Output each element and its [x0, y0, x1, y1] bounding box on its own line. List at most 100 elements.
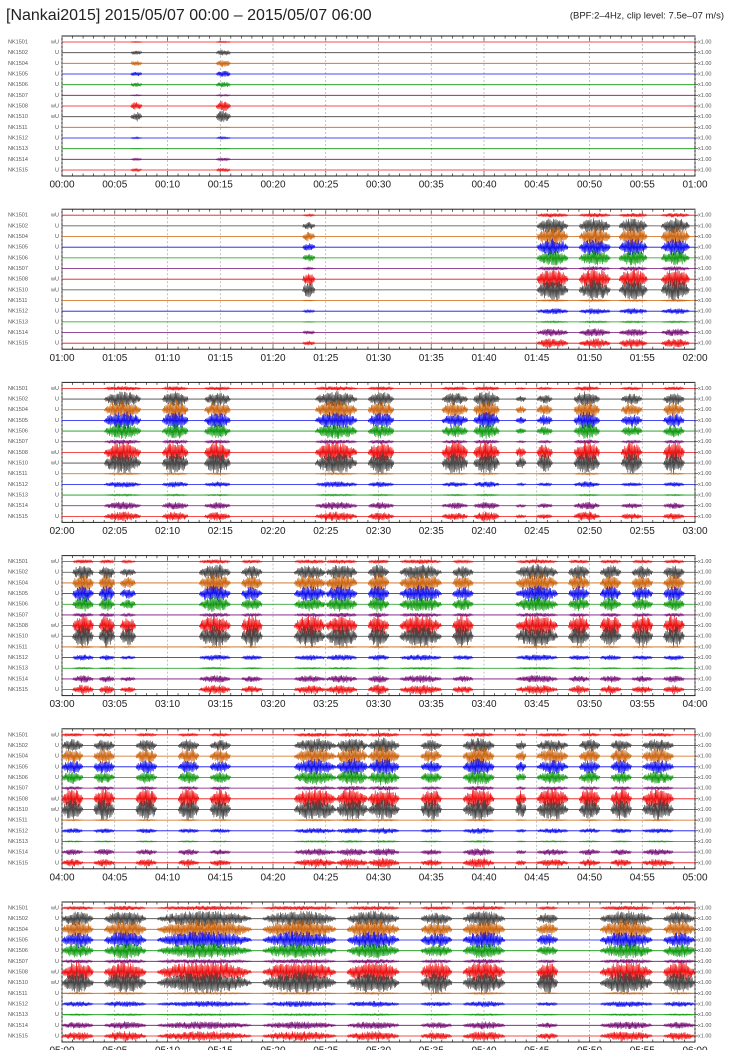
waveform-burst — [619, 321, 647, 323]
x-tick-label: 05:20 — [260, 1046, 285, 1050]
x-tick-label: 00:40 — [471, 180, 496, 191]
waveform-burst — [611, 786, 632, 789]
station-component: U — [55, 429, 59, 435]
waveform-burst — [162, 423, 188, 438]
station-scale: x1.00 — [698, 429, 711, 435]
waveform-burst — [537, 1023, 558, 1029]
waveform-burst — [94, 786, 115, 789]
waveform-burst — [216, 137, 230, 139]
station-component: wU — [50, 450, 59, 456]
waveform-burst — [120, 577, 136, 588]
station-name: NK1515 — [8, 167, 28, 173]
waveform-burst — [326, 560, 357, 564]
waveform-burst — [73, 560, 94, 564]
station-component: wU — [50, 807, 59, 813]
waveform-burst — [94, 849, 115, 855]
waveform-burst — [611, 859, 632, 866]
station-name: NK1508 — [8, 969, 28, 975]
station-scale: x1.00 — [698, 655, 711, 661]
waveform-burst — [568, 655, 589, 660]
waveform-burst — [336, 828, 367, 834]
waveform-burst — [516, 751, 526, 761]
x-tick-label: 02:10 — [155, 526, 180, 537]
waveform-burst — [62, 859, 83, 867]
waveform-burst — [216, 158, 230, 161]
station-name: NK1504 — [8, 927, 28, 933]
x-tick-label: 02:50 — [577, 526, 602, 537]
waveform-burst — [262, 1022, 336, 1030]
station-name: NK1513 — [8, 666, 28, 672]
waveform-burst — [162, 386, 188, 390]
waveform-burst — [663, 473, 684, 474]
station-scale: x1.00 — [698, 807, 711, 813]
waveform-burst — [661, 300, 689, 302]
waveform-burst — [663, 993, 694, 995]
waveform-burst — [663, 560, 684, 564]
waveform-burst — [241, 655, 262, 660]
waveform-burst — [216, 50, 230, 56]
x-tick-label: 01:20 — [260, 353, 285, 364]
waveform-burst — [642, 772, 673, 784]
waveform-burst — [516, 734, 526, 736]
station-component: wU — [50, 287, 59, 293]
waveform-burst — [473, 473, 499, 475]
waveform-burst — [537, 281, 568, 301]
waveform-burst — [162, 440, 188, 444]
waveform-burst — [204, 502, 230, 509]
waveform-burst — [663, 1001, 694, 1006]
x-tick-label: 02:00 — [682, 353, 707, 364]
station-name: NK1510 — [8, 287, 28, 293]
station-name: NK1507 — [8, 959, 28, 965]
x-tick-label: 02:00 — [49, 526, 74, 537]
waveform-burst — [473, 502, 499, 509]
waveform-burst — [516, 447, 526, 457]
station-name: NK1507 — [8, 786, 28, 792]
x-tick-label: 03:25 — [313, 699, 338, 710]
waveform-burst — [642, 760, 673, 774]
waveform-burst — [178, 771, 199, 783]
station-name: NK1510 — [8, 807, 28, 813]
station-name: NK1505 — [8, 418, 28, 424]
station-scale: x1.00 — [698, 980, 711, 986]
station-scale: x1.00 — [698, 245, 711, 251]
waveform-burst — [516, 646, 558, 648]
x-tick-label: 04:00 — [682, 699, 707, 710]
station-component: U — [55, 612, 59, 618]
x-tick-label: 03:05 — [102, 699, 127, 710]
waveform-burst — [663, 513, 684, 519]
station-scale: x1.00 — [698, 1023, 711, 1029]
x-tick-label: 00:45 — [524, 180, 549, 191]
waveform-burst — [104, 386, 141, 390]
waveform-burst — [421, 922, 452, 937]
waveform-burst — [537, 819, 568, 820]
station-component: U — [55, 850, 59, 856]
waveform-burst — [452, 598, 473, 610]
waveform-burst — [241, 599, 262, 610]
waveform-burst — [262, 1001, 336, 1007]
waveform-burst — [294, 859, 336, 867]
waveform-burst — [400, 613, 442, 617]
station-scale: x1.00 — [698, 818, 711, 824]
x-tick-label: 02:55 — [630, 526, 655, 537]
waveform-burst — [663, 685, 684, 694]
station-name: NK1508 — [8, 277, 28, 283]
waveform-burst — [315, 473, 357, 475]
waveform-burst — [210, 860, 231, 866]
station-scale: x1.00 — [698, 471, 711, 477]
station-scale: x1.00 — [698, 570, 711, 576]
station-scale: x1.00 — [698, 775, 711, 781]
waveform-burst — [600, 646, 621, 648]
station-scale: x1.00 — [698, 786, 711, 792]
waveform-burst — [442, 503, 468, 509]
waveform-burst — [568, 626, 589, 646]
waveform-burst — [303, 243, 316, 250]
station-name: NK1511 — [8, 471, 27, 477]
station-name: NK1515 — [8, 687, 28, 693]
station-name: NK1507 — [8, 612, 28, 618]
station-name: NK1510 — [8, 461, 28, 467]
station-name: NK1512 — [8, 655, 28, 661]
station-scale: x1.00 — [698, 1001, 711, 1007]
station-name: NK1501 — [8, 905, 28, 911]
waveform-burst — [537, 427, 553, 436]
